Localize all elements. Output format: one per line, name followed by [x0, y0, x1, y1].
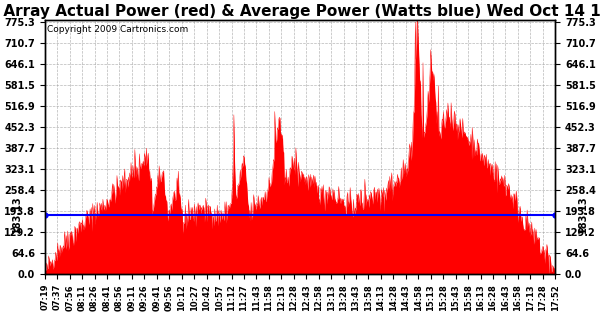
Text: 183.13: 183.13 — [12, 196, 22, 233]
Title: East Array Actual Power (red) & Average Power (Watts blue) Wed Oct 14 17:55: East Array Actual Power (red) & Average … — [0, 4, 600, 19]
Text: 183.13: 183.13 — [578, 196, 588, 233]
Text: Copyright 2009 Cartronics.com: Copyright 2009 Cartronics.com — [47, 26, 188, 34]
